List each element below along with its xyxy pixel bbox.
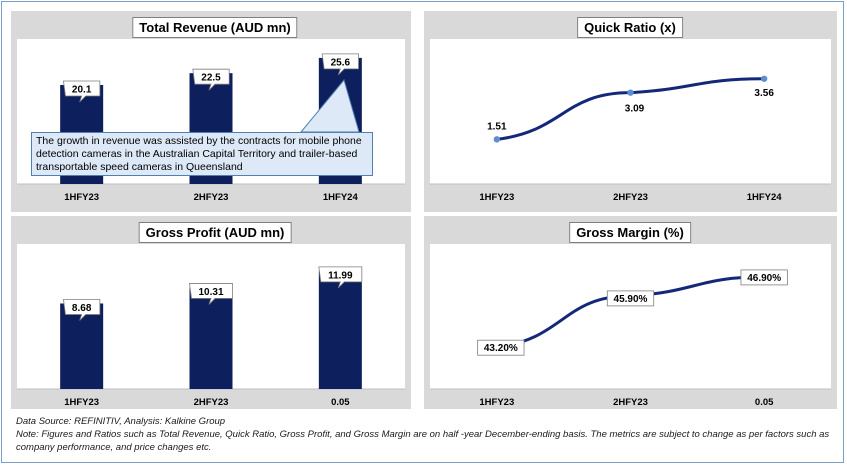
gp-data-label-1-box xyxy=(189,283,233,305)
revenue-tick-label-0: 1HFY23 xyxy=(64,192,99,203)
gp-tick-label-1: 2HFY23 xyxy=(194,397,229,408)
gm-tick-label-0: 1HFY23 xyxy=(479,397,514,408)
quick-point-0 xyxy=(493,136,501,143)
quick-point-2 xyxy=(760,75,768,82)
revenue-tick-label-1: 2HFY23 xyxy=(194,192,229,203)
note-text: Note: Figures and Ratios such as Total R… xyxy=(16,429,830,453)
footer: Data Source: REFINITIV, Analysis: Kalkin… xyxy=(16,415,836,454)
gp-data-label-1: 10.31 xyxy=(189,283,233,305)
gm-data-label-0: 43.20% xyxy=(484,343,518,354)
revenue-tick-label-2: 1HFY24 xyxy=(323,192,359,203)
revenue-data-label-0: 20.1 xyxy=(63,80,101,103)
gp-data-label-0: 8.68 xyxy=(63,299,101,321)
gp-data-label-2-text: 11.99 xyxy=(328,270,353,281)
gp-data-label-0-box xyxy=(63,299,101,321)
data-source-text: Data Source: REFINITIV, Analysis: Kalkin… xyxy=(16,416,226,427)
gp-data-label-2-box xyxy=(318,266,363,289)
gp-tick-label-2: 0.05 xyxy=(331,397,350,408)
gm-data-label-1-box xyxy=(606,290,655,307)
revenue-data-label-2-box xyxy=(321,53,359,76)
gross-margin-chart-title: Gross Margin (%) xyxy=(569,222,691,243)
quick-tick-label-2: 1HFY24 xyxy=(747,192,783,203)
quick-data-label-0: 1.51 xyxy=(487,121,507,132)
revenue-data-label-2-text: 25.6 xyxy=(331,57,351,68)
gm-series-line xyxy=(496,275,765,349)
gm-data-label-0-box xyxy=(477,339,525,356)
gross-margin-panel: Gross Margin (%) 1HFY23 2HFY23 0.05 43.20% 4… xyxy=(424,216,837,409)
revenue-annotation: The growth in revenue was assisted by th… xyxy=(31,132,373,176)
gp-tick-label-0: 1HFY23 xyxy=(64,397,99,408)
revenue-data-label-1: 22.5 xyxy=(192,68,230,91)
gm-data-label-2: 46.90% xyxy=(747,273,781,284)
revenue-data-label-2: 25.6 xyxy=(321,53,359,76)
gross-profit-chart-title: Gross Profit (AUD mn) xyxy=(138,222,292,243)
gross-margin-chart: 1HFY23 2HFY23 0.05 43.20% 45.90% 46.90% xyxy=(430,269,831,408)
gm-tick-label-2: 0.05 xyxy=(755,397,774,408)
gross-margin-plot-area xyxy=(430,244,831,389)
gross-profit-panel: Gross Profit (AUD mn) 8.68 1HFY23 10.31 2HF… xyxy=(11,216,411,409)
quick-ratio-chart: 1HFY23 2HFY23 1HFY24 1.51 3.09 3.56 xyxy=(430,75,831,203)
quick-tick-label-0: 1HFY23 xyxy=(479,192,514,203)
gm-tick-label-1: 2HFY23 xyxy=(613,397,648,408)
revenue-data-label-1-box xyxy=(192,68,230,91)
quick-ratio-panel: Quick Ratio (x) 1HFY23 2HFY23 1HFY24 1.51 3.… xyxy=(424,11,837,212)
gp-bar-1 xyxy=(189,287,233,389)
gm-data-label-1: 45.90% xyxy=(614,294,648,305)
quick-ratio-chart-title: Quick Ratio (x) xyxy=(577,17,683,38)
gross-profit-chart: 8.68 1HFY23 10.31 2HFY23 11.99 0.05 xyxy=(17,266,405,408)
gp-data-label-1-text: 10.31 xyxy=(198,287,223,298)
gp-bar-2 xyxy=(318,270,362,389)
revenue-data-label-0-text: 20.1 xyxy=(72,84,92,95)
gp-data-label-0-text: 8.68 xyxy=(72,303,92,314)
gm-data-label-2-box xyxy=(740,269,788,286)
quick-data-label-2: 3.56 xyxy=(754,88,774,99)
quick-data-label-1: 3.09 xyxy=(625,104,645,115)
revenue-chart-title: Total Revenue (AUD mn) xyxy=(132,17,298,38)
revenue-chart: 20.1 1HFY23 22.5 2HFY23 25.6 1HFY24 xyxy=(17,53,405,203)
revenue-panel: Total Revenue (AUD mn) 20.1 1HFY23 22.5 2HF… xyxy=(11,11,411,212)
revenue-data-label-1-text: 22.5 xyxy=(201,73,221,84)
quick-tick-label-1: 2HFY23 xyxy=(613,192,648,203)
gp-data-label-2: 11.99 xyxy=(318,266,363,289)
quick-ratio-plot-area xyxy=(430,39,831,184)
quick-point-1 xyxy=(627,89,634,96)
revenue-data-label-0-box xyxy=(63,80,101,103)
